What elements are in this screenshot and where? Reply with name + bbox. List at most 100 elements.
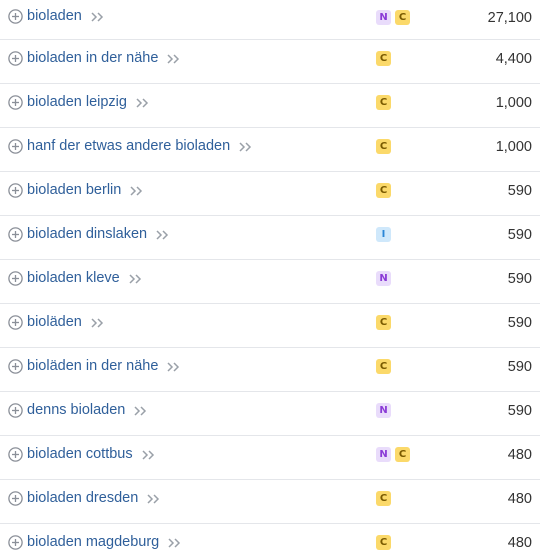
plus-circle-icon[interactable] [8,403,23,418]
search-volume: 480 [507,535,532,551]
keyword-link[interactable]: bioladen cottbus [27,445,155,463]
search-volume: 590 [507,359,532,375]
search-volume: 480 [507,447,532,463]
intent-badge-c[interactable]: C [376,491,391,506]
keyword-link[interactable]: bioläden [27,313,104,331]
table-row: hanf der etwas andere bioladen C 1,000 [0,128,540,172]
double-chevron-right-icon[interactable] [141,448,155,460]
intent-badges: C [376,95,391,110]
search-volume: 480 [507,491,532,507]
plus-circle-icon[interactable] [8,183,23,198]
intent-badges: N [376,403,391,418]
plus-circle-icon[interactable] [8,95,23,110]
intent-badges: C [376,183,391,198]
search-volume: 590 [507,315,532,331]
double-chevron-right-icon[interactable] [90,10,104,22]
plus-circle-icon[interactable] [8,315,23,330]
plus-circle-icon[interactable] [8,535,23,550]
keyword-link[interactable]: bioladen leipzig [27,93,149,111]
keyword-text: bioladen in der nähe [27,50,159,66]
table-row: bioläden in der nähe C 590 [0,348,540,392]
search-volume: 1,000 [495,95,532,111]
double-chevron-right-icon[interactable] [166,52,180,64]
keyword-text: bioladen dresden [27,490,139,506]
keyword-link[interactable]: bioladen dresden [27,489,160,507]
table-row: bioladen dinslaken I 590 [0,216,540,260]
intent-badge-n[interactable]: N [376,403,391,418]
keyword-link[interactable]: bioladen [27,7,104,25]
double-chevron-right-icon[interactable] [129,184,143,196]
keyword-text: bioläden [27,314,82,330]
search-volume: 1,000 [495,139,532,155]
keyword-link[interactable]: hanf der etwas andere bioladen [27,137,252,155]
search-volume: 590 [507,403,532,419]
keyword-link[interactable]: bioladen magdeburg [27,533,181,551]
intent-badge-n[interactable]: N [376,271,391,286]
plus-circle-icon[interactable] [8,9,23,24]
plus-circle-icon[interactable] [8,359,23,374]
intent-badge-c[interactable]: C [376,139,391,154]
keyword-link[interactable]: bioladen in der nähe [27,49,180,67]
intent-badge-c[interactable]: C [376,51,391,66]
keyword-link[interactable]: denns bioladen [27,401,147,419]
keyword-link[interactable]: bioladen dinslaken [27,225,169,243]
search-volume: 4,400 [495,51,532,67]
table-row: denns bioladen N 590 [0,392,540,436]
plus-circle-icon[interactable] [8,447,23,462]
plus-circle-icon[interactable] [8,139,23,154]
intent-badge-c[interactable]: C [376,535,391,550]
plus-circle-icon[interactable] [8,491,23,506]
search-volume: 27,100 [487,10,532,26]
keyword-text: bioladen dinslaken [27,226,148,242]
intent-badges: C [376,315,391,330]
double-chevron-right-icon[interactable] [146,492,160,504]
intent-badge-c[interactable]: C [376,183,391,198]
keyword-link[interactable]: bioläden in der nähe [27,357,180,375]
intent-badge-n[interactable]: N [376,10,391,25]
keyword-link[interactable]: bioladen berlin [27,181,143,199]
keyword-text: bioladen kleve [27,270,120,286]
plus-circle-icon[interactable] [8,227,23,242]
intent-badge-c[interactable]: C [376,95,391,110]
search-volume: 590 [507,227,532,243]
intent-badge-n[interactable]: N [376,447,391,462]
intent-badges: C [376,535,391,550]
plus-circle-icon[interactable] [8,271,23,286]
intent-badges: C [376,359,391,374]
table-row: bioladen magdeburg C 480 [0,524,540,560]
intent-badge-c[interactable]: C [395,447,410,462]
table-row: bioladen leipzig C 1,000 [0,84,540,128]
double-chevron-right-icon[interactable] [90,316,104,328]
search-volume: 590 [507,271,532,287]
intent-badges: I [376,227,391,242]
table-row: bioladen dresden C 480 [0,480,540,524]
keyword-text: denns bioladen [27,402,126,418]
table-row: bioläden C 590 [0,304,540,348]
double-chevron-right-icon[interactable] [135,96,149,108]
intent-badge-c[interactable]: C [376,315,391,330]
intent-badges: N [376,271,391,286]
intent-badge-c[interactable]: C [376,359,391,374]
table-row: bioladen N C 27,100 [0,0,540,40]
intent-badges: C [376,51,391,66]
intent-badge-c[interactable]: C [395,10,410,25]
table-row: bioladen in der nähe C 4,400 [0,40,540,84]
double-chevron-right-icon[interactable] [238,140,252,152]
keyword-text: bioladen magdeburg [27,534,160,550]
double-chevron-right-icon[interactable] [133,404,147,416]
intent-badges: C [376,491,391,506]
keyword-text: bioladen [27,8,82,24]
double-chevron-right-icon[interactable] [166,360,180,372]
intent-badge-i[interactable]: I [376,227,391,242]
double-chevron-right-icon[interactable] [128,272,142,284]
keyword-link[interactable]: bioladen kleve [27,269,142,287]
double-chevron-right-icon[interactable] [155,228,169,240]
keyword-text: bioladen leipzig [27,94,127,110]
plus-circle-icon[interactable] [8,51,23,66]
table-row: bioladen berlin C 590 [0,172,540,216]
keyword-text: bioladen berlin [27,182,122,198]
double-chevron-right-icon[interactable] [167,536,181,548]
